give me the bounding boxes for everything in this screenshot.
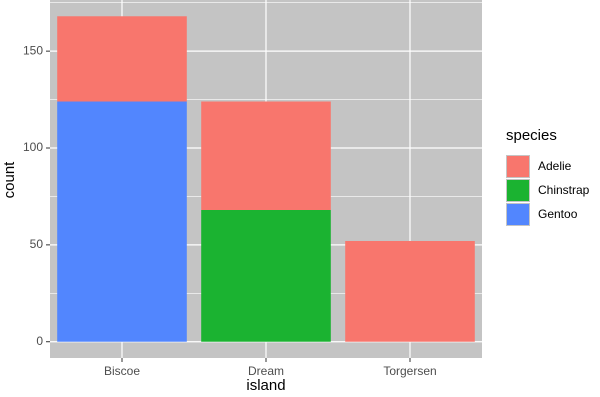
legend-label: Adelie [538,159,572,173]
legend-label: Gentoo [538,207,578,221]
bar-segment [201,209,331,342]
x-tick-label: Dream [248,364,284,378]
legend-label: Chinstrap [538,183,590,197]
x-tick-label: Torgersen [383,364,436,378]
x-axis-title: island [246,377,285,394]
bar-segment [345,240,475,342]
y-tick-label: 150 [23,43,43,57]
y-tick-label: 0 [36,334,43,348]
x-tick-label: Biscoe [104,364,140,378]
legend-title: species [506,127,557,144]
legend-key [507,156,529,177]
legend-key [507,204,529,225]
bar-segment [57,101,187,342]
bar-segment [201,101,331,210]
y-tick-label: 50 [30,237,44,251]
y-tick-label: 100 [23,140,43,154]
bar-segment [57,16,187,102]
y-axis-title: count [1,161,18,199]
legend-key [507,180,529,201]
